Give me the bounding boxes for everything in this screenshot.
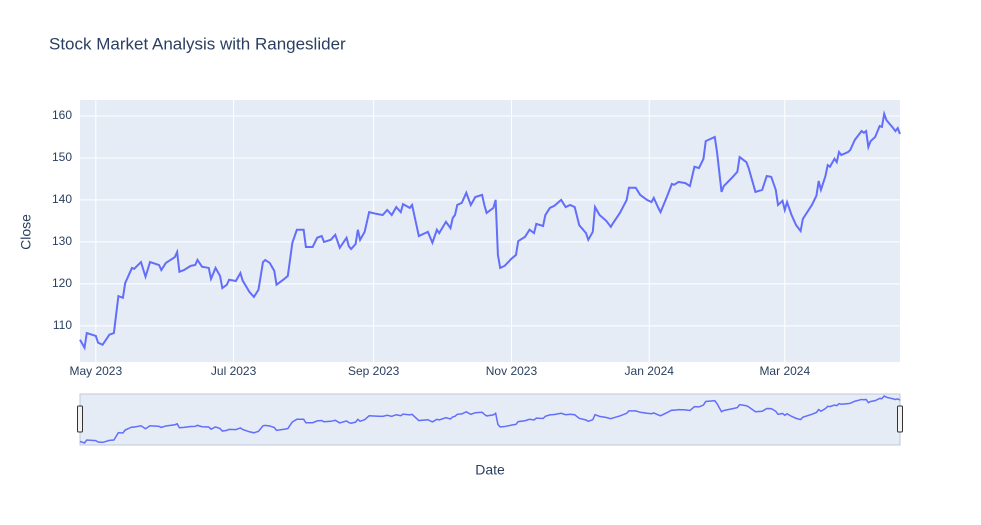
x-tick-label: Sep 2023: [348, 364, 400, 378]
y-axis-label: Close: [18, 214, 34, 250]
rangeslider[interactable]: [79, 393, 901, 446]
y-tick-label: 140: [52, 192, 72, 206]
range-handle[interactable]: [897, 405, 903, 433]
y-tick-label: 110: [53, 318, 72, 332]
y-tick-label: 130: [52, 234, 72, 248]
x-axis-label: Date: [475, 462, 505, 478]
rangeslider-line: [79, 395, 901, 444]
x-tick-label: Nov 2023: [486, 364, 538, 378]
x-tick-label: May 2023: [69, 364, 122, 378]
y-tick-label: 120: [52, 276, 72, 290]
line-series: [79, 109, 901, 351]
x-tick-label: Jul 2023: [211, 364, 257, 378]
x-tick-label: Mar 2024: [759, 364, 810, 378]
y-tick-label: 150: [52, 150, 72, 164]
range-handle[interactable]: [77, 405, 83, 433]
x-tick-label: Jan 2024: [625, 364, 675, 378]
plot-area: [80, 100, 900, 362]
chart-title: Stock Market Analysis with Rangeslider: [49, 34, 346, 53]
y-tick-label: 160: [52, 108, 72, 122]
